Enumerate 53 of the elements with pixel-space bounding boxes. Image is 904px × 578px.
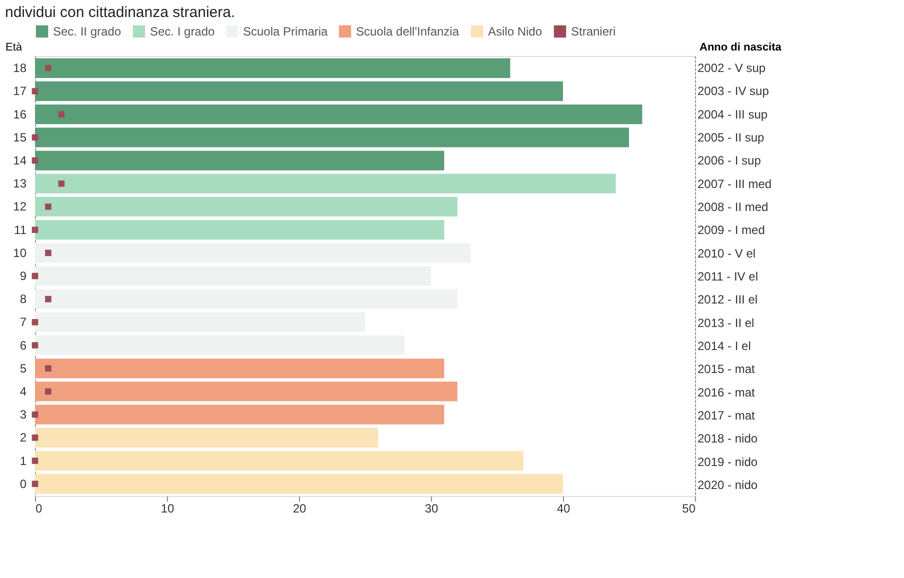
y-tick-label: 17 (13, 84, 27, 98)
y2-tick-label: 2011 - IV el (698, 270, 758, 284)
legend-label: Sec. I grado (150, 24, 216, 38)
y-tick-label: 11 (14, 222, 27, 237)
x-tick-label: 20 (292, 502, 306, 516)
x-tick-label: 50 (682, 502, 696, 516)
y-tick-label: 16 (13, 107, 27, 122)
y2-tick-label: 2017 - mat (698, 408, 756, 422)
y-tick-label: 2 (20, 430, 27, 445)
y-tick-label: 5 (20, 361, 27, 376)
y2-tick-label: 2003 - IV sup (698, 84, 770, 98)
x-tick-label: 0 (36, 502, 42, 516)
y2-tick-label: 2018 - nido (698, 432, 758, 446)
y2-tick-label: 2007 - III med (698, 176, 772, 191)
y2-tick-label: 2005 - II sup (698, 130, 765, 145)
y2-tick-label: 2014 - I el (698, 338, 751, 353)
y2-tick-label: 2009 - I med (698, 223, 765, 238)
chart-title: ndividui con cittadinanza straniera. (5, 4, 236, 21)
y2-tick-label: 2013 - II el (698, 316, 754, 330)
y-tick-label: 14 (13, 154, 27, 168)
y-tick-label: 3 (20, 408, 27, 422)
y-tick-label: 13 (13, 176, 27, 191)
y2-tick-label: 2019 - nido (698, 454, 758, 469)
legend-label: Sec. II grado (53, 24, 122, 38)
y2-tick-label: 2002 - V sup (698, 61, 766, 76)
y2-tick-label: 2008 - II med (698, 200, 768, 214)
x-tick-label: 30 (424, 502, 438, 516)
y-tick-label: 12 (13, 200, 27, 214)
y-tick-label: 7 (20, 315, 27, 330)
legend-label: Asilo Nido (488, 24, 542, 38)
y2-tick-label: 2020 - nido (698, 478, 758, 492)
y-tick-label: 15 (13, 130, 27, 144)
y2-tick-label: 2016 - mat (698, 385, 756, 400)
legend-label: Scuola dell'Infanzia (356, 24, 460, 38)
y2-tick-label: 2012 - III el (698, 292, 758, 307)
y2-tick-label: 2004 - III sup (698, 107, 768, 122)
y-tick-label: 8 (20, 292, 27, 306)
legend-label: Scuola Primaria (243, 24, 328, 38)
legend-label: Stranieri (571, 24, 616, 38)
y-tick-label: 9 (20, 269, 27, 283)
y2-tick-label: 2006 - I sup (698, 154, 762, 168)
y-tick-label: 0 (20, 476, 27, 491)
y2-tick-label: 2015 - mat (698, 362, 756, 376)
y2-tick-label: 2010 - V el (698, 246, 756, 260)
y-tick-label: 6 (20, 338, 27, 352)
y-tick-label: 4 (20, 384, 27, 398)
y-tick-label: 10 (13, 246, 27, 260)
x-tick-label: 10 (160, 502, 174, 516)
y2-axis-title: Anno di nascita (700, 42, 782, 54)
x-tick-label: 40 (556, 502, 570, 516)
y-tick-label: 1 (20, 454, 27, 468)
y-axis-title: Età (6, 42, 23, 54)
y-tick-label: 18 (13, 61, 27, 76)
